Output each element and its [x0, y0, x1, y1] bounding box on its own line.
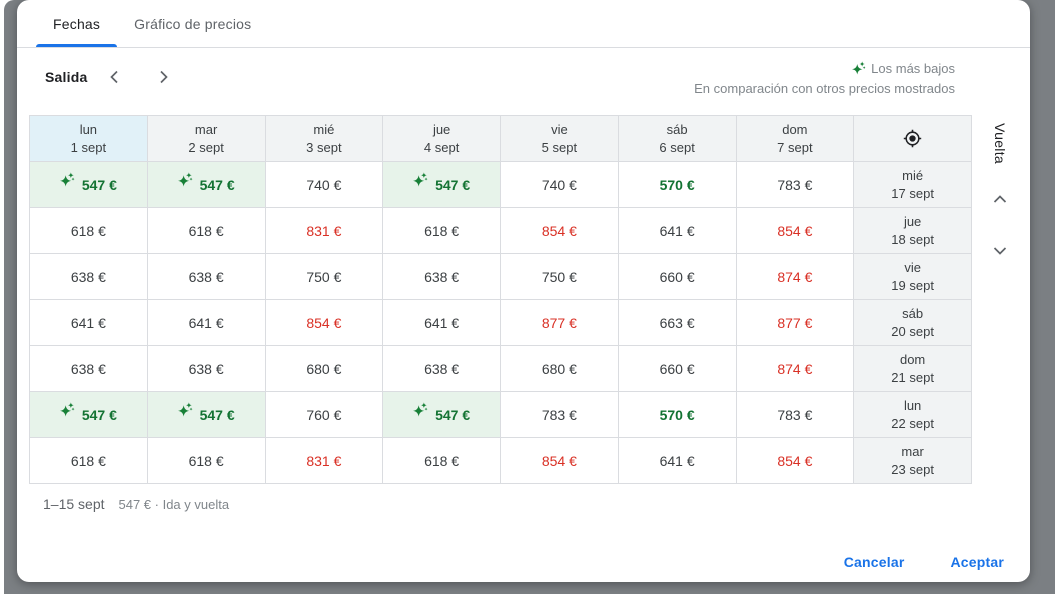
price-grid: lun 1 sept mar 2 sept mié 3 sept jue 4 sept vie 5… [29, 115, 972, 484]
cancel-button[interactable]: Cancelar [834, 546, 915, 578]
return-date-cell[interactable]: mar 23 sept [854, 438, 971, 483]
lowest-prices-label: Los más bajos [871, 61, 955, 76]
tab-grafico-precios[interactable]: Gráfico de precios [134, 15, 252, 32]
price-cell[interactable]: 638 € [147, 346, 265, 391]
price-cell[interactable]: 618 € [147, 438, 265, 483]
price-cell[interactable]: 874 € [736, 254, 854, 299]
sparkle-icon [177, 402, 193, 417]
tab-fechas[interactable]: Fechas [36, 0, 118, 47]
price-cell[interactable]: 638 € [383, 254, 500, 299]
price-cell[interactable]: 783 € [736, 162, 854, 207]
price-cell[interactable]: 783 € [736, 392, 854, 437]
price-cell[interactable]: 618 € [147, 208, 265, 253]
departure-day-header[interactable]: dom 7 sept [736, 116, 854, 161]
sparkle-icon [59, 172, 75, 187]
price-cell[interactable]: 641 € [147, 300, 265, 345]
price-cell[interactable]: 638 € [383, 346, 500, 391]
tab-bar: Fechas Gráfico de precios [17, 0, 1030, 48]
date-range: 1–15 sept [43, 496, 105, 512]
sparkle-icon [59, 402, 75, 417]
return-label: Vuelta [992, 123, 1008, 164]
price-cell[interactable]: 854 € [501, 208, 618, 253]
price-cell[interactable]: 570 € [618, 162, 736, 207]
departure-label: Salida [45, 69, 88, 85]
price-cell[interactable]: 660 € [618, 346, 736, 391]
price-cell[interactable]: 618 € [30, 438, 147, 483]
price-cell[interactable]: 750 € [501, 254, 618, 299]
price-cell[interactable]: 547 € [383, 392, 500, 437]
comparison-label: En comparación con otros precios mostrad… [694, 81, 955, 96]
price-cell[interactable]: 680 € [501, 346, 618, 391]
price-cell[interactable]: 660 € [618, 254, 736, 299]
price-cell[interactable]: 618 € [30, 208, 147, 253]
price-cell[interactable]: 874 € [736, 346, 854, 391]
price-cell[interactable]: 638 € [147, 254, 265, 299]
return-date-cell[interactable]: jue 18 sept [854, 208, 971, 253]
sparkle-icon [413, 402, 428, 417]
chevron-up-icon [993, 195, 1007, 203]
departure-day-header[interactable]: vie 5 sept [501, 116, 618, 161]
departure-toolbar: Salida Los más bajos E [17, 47, 1030, 115]
price-cell[interactable]: 570 € [618, 392, 736, 437]
return-prev-button[interactable] [982, 182, 1018, 218]
price-cell[interactable]: 854 € [736, 438, 854, 483]
departure-prev-button[interactable] [97, 59, 133, 95]
departure-day-header[interactable]: mié 3 sept [265, 116, 383, 161]
price-cell[interactable]: 750 € [265, 254, 383, 299]
sparkle-icon [177, 172, 193, 187]
price-trip-summary: 547 € · Ida y vuelta [118, 497, 230, 512]
return-date-cell[interactable]: sáb 20 sept [854, 300, 971, 345]
price-cell[interactable]: 641 € [383, 300, 500, 345]
return-panel: Vuelta [970, 115, 1030, 483]
my-location-icon [903, 129, 922, 148]
departure-day-header[interactable]: mar 2 sept [147, 116, 265, 161]
departure-day-header[interactable]: jue 4 sept [383, 116, 500, 161]
departure-day-header[interactable]: sáb 6 sept [618, 116, 736, 161]
return-next-button[interactable] [982, 232, 1018, 268]
price-cell[interactable]: 877 € [501, 300, 618, 345]
return-date-cell[interactable]: dom 21 sept [854, 346, 971, 391]
price-cell[interactable]: 638 € [30, 254, 147, 299]
price-cell[interactable]: 854 € [265, 300, 383, 345]
price-cell[interactable]: 547 € [147, 162, 265, 207]
departure-next-button[interactable] [145, 59, 181, 95]
chevron-down-icon [993, 247, 1007, 255]
price-cell[interactable]: 641 € [618, 208, 736, 253]
price-cell[interactable]: 547 € [383, 162, 500, 207]
return-date-cell[interactable]: mié 17 sept [854, 162, 971, 207]
price-cell[interactable]: 547 € [30, 162, 147, 207]
price-cell[interactable]: 641 € [618, 438, 736, 483]
price-cell[interactable]: 638 € [30, 346, 147, 391]
return-date-cell[interactable]: lun 22 sept [854, 392, 971, 437]
chevron-right-icon [160, 70, 168, 84]
my-location-button[interactable] [854, 116, 971, 161]
price-cell[interactable]: 760 € [265, 392, 383, 437]
sparkle-icon [852, 61, 866, 75]
price-cell[interactable]: 740 € [265, 162, 383, 207]
price-cell[interactable]: 854 € [736, 208, 854, 253]
price-cell[interactable]: 854 € [501, 438, 618, 483]
date-grid-dialog: Fechas Gráfico de precios Salida [17, 0, 1030, 582]
accept-button[interactable]: Aceptar [940, 546, 1014, 578]
price-cell[interactable]: 547 € [147, 392, 265, 437]
sparkle-icon [413, 172, 428, 187]
price-cell[interactable]: 740 € [501, 162, 618, 207]
price-cell[interactable]: 618 € [383, 438, 500, 483]
price-cell[interactable]: 783 € [501, 392, 618, 437]
return-date-cell[interactable]: vie 19 sept [854, 254, 971, 299]
dialog-actions: Cancelar Aceptar [834, 546, 1014, 578]
price-cell[interactable]: 663 € [618, 300, 736, 345]
price-cell[interactable]: 831 € [265, 438, 383, 483]
price-legend: Los más bajos En comparación con otros p… [694, 59, 955, 99]
departure-day-header[interactable]: lun 1 sept [30, 116, 147, 161]
trip-summary: 1–15 sept 547 € · Ida y vuelta [43, 496, 229, 512]
price-cell[interactable]: 641 € [30, 300, 147, 345]
price-cell[interactable]: 547 € [30, 392, 147, 437]
price-cell[interactable]: 680 € [265, 346, 383, 391]
price-cell[interactable]: 831 € [265, 208, 383, 253]
price-cell[interactable]: 618 € [383, 208, 500, 253]
price-cell[interactable]: 877 € [736, 300, 854, 345]
chevron-left-icon [110, 70, 118, 84]
